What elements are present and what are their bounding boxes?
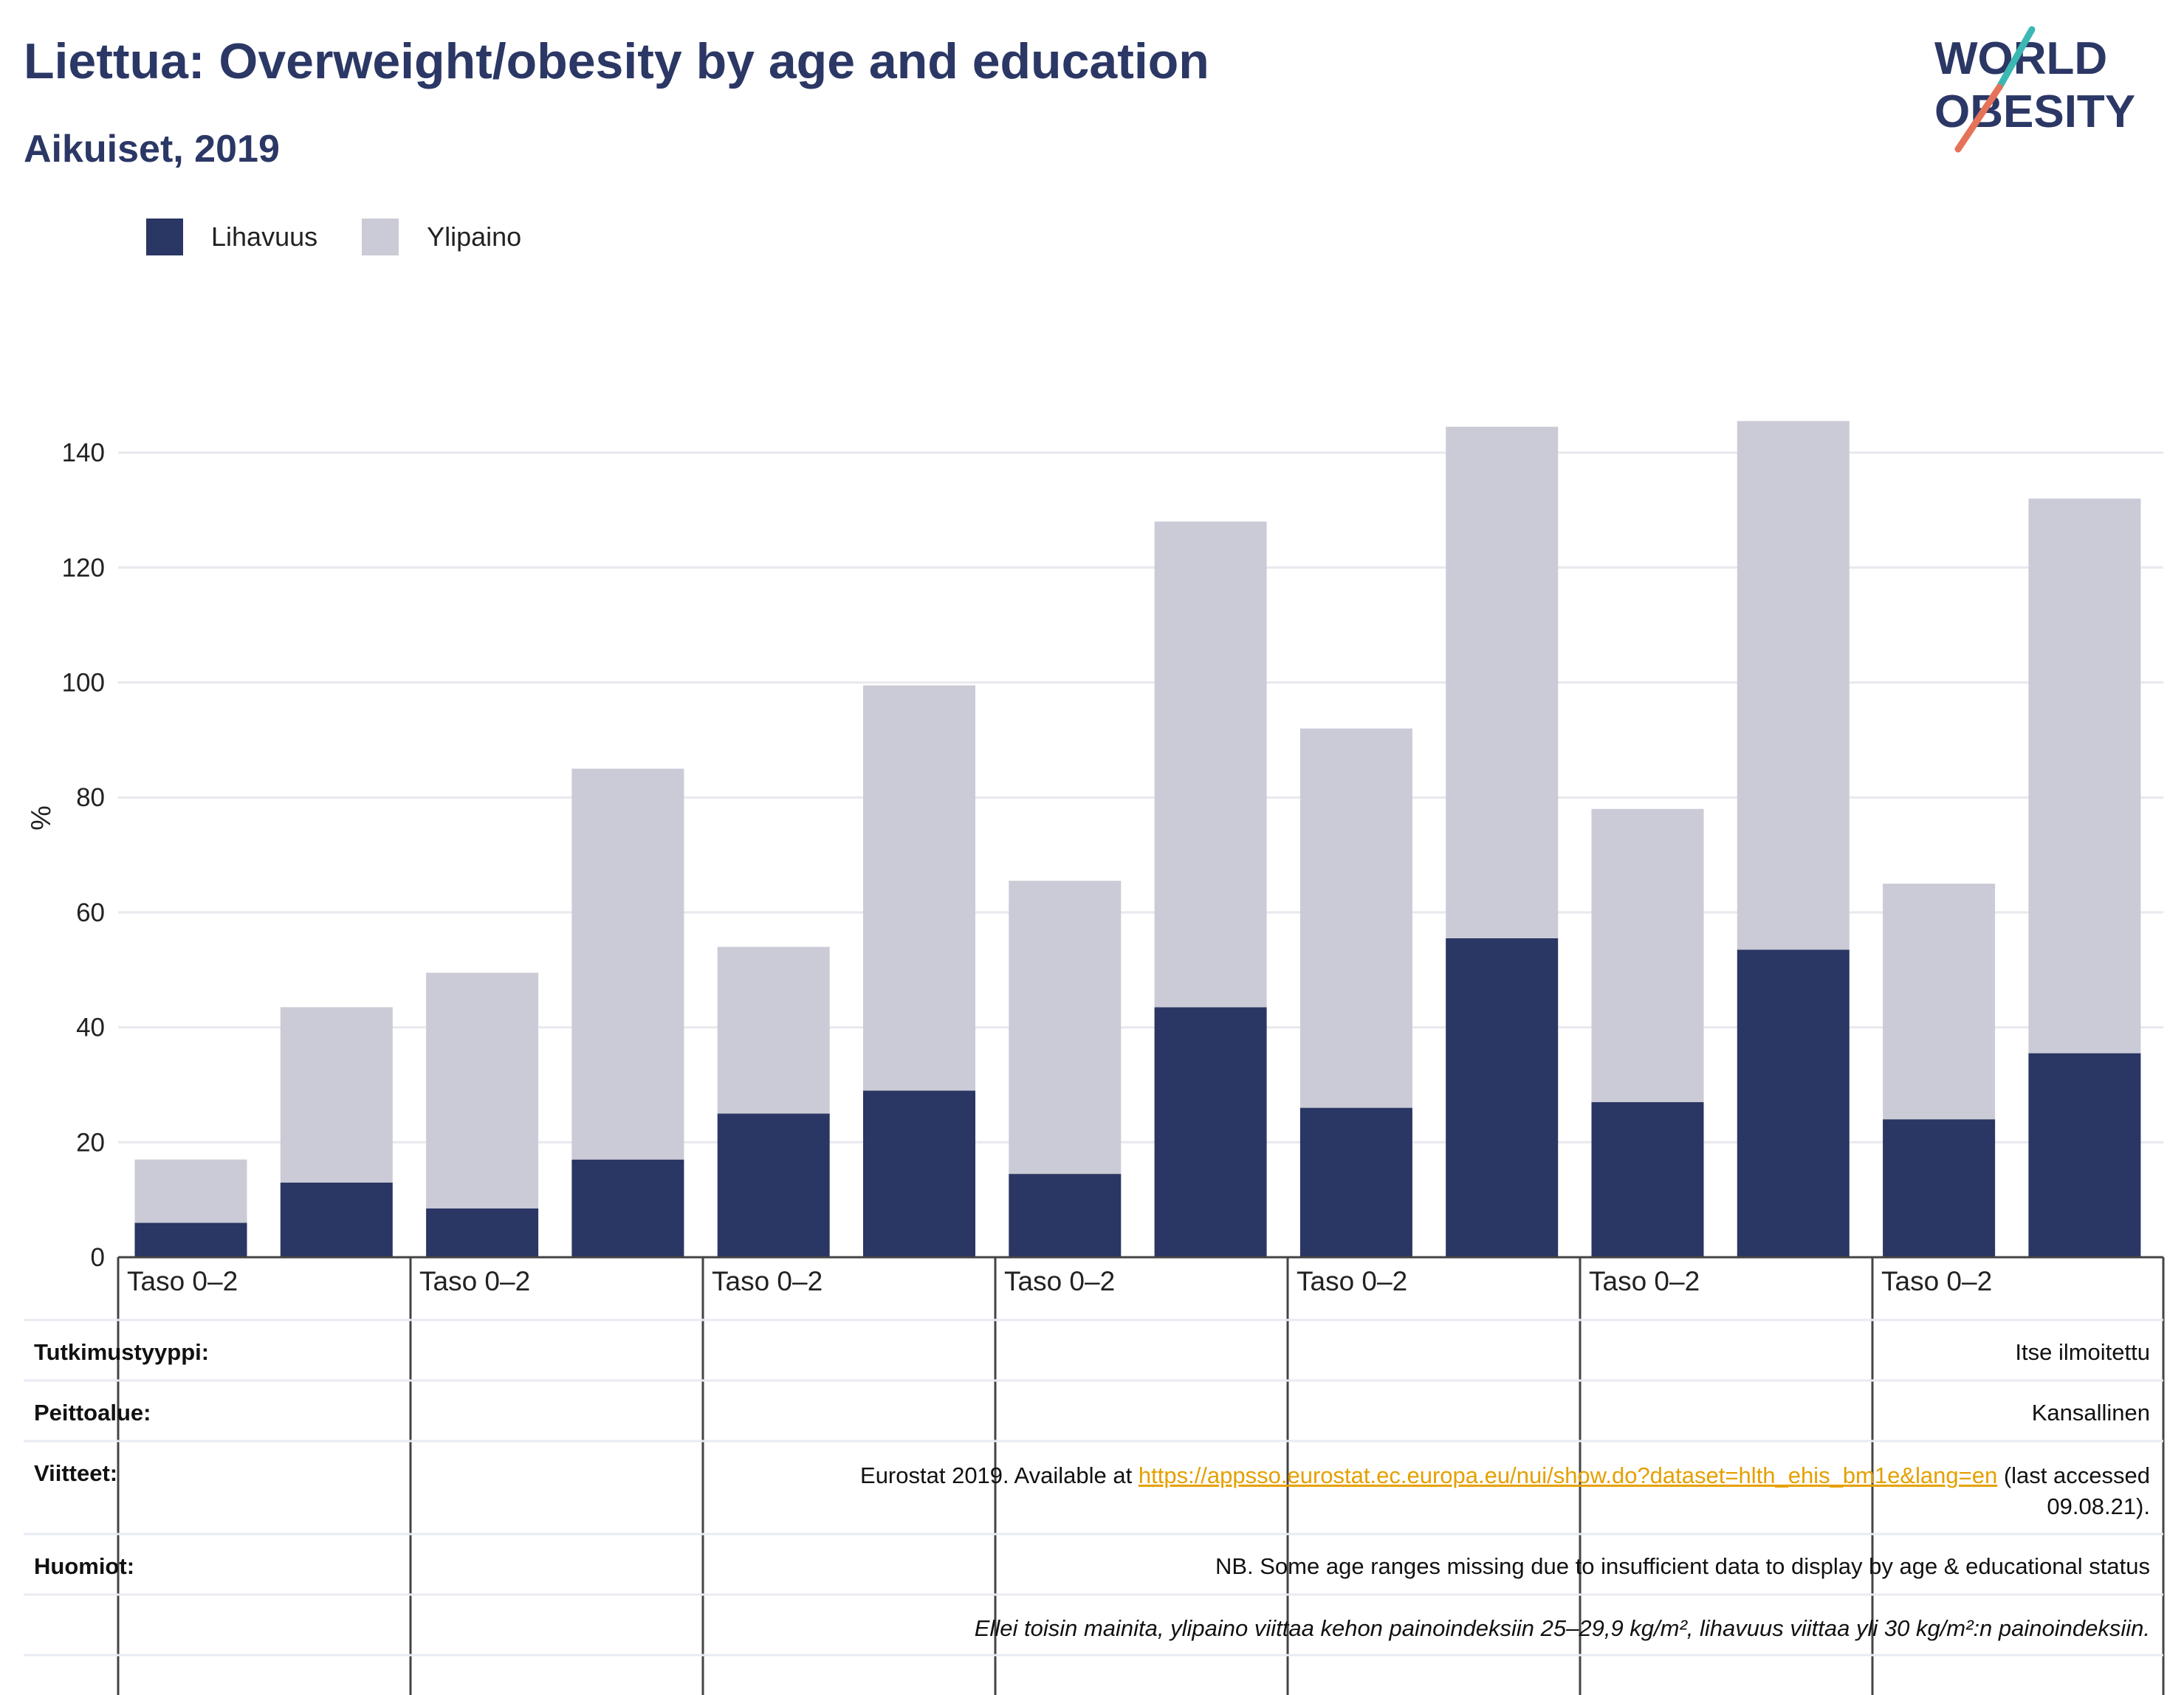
bar-lihavuus — [1591, 1101, 1704, 1257]
world-obesity-logo: WORLD OBESITY — [1934, 26, 2135, 153]
bar-ylipaino — [1737, 421, 1850, 950]
reference-line2: 09.08.21). — [2047, 1493, 2150, 1519]
row-value-coverage: Kansallinen — [2031, 1400, 2150, 1426]
bar-ylipaino — [1883, 883, 1996, 1120]
x-group-label: Taso 0–2 — [1004, 1266, 1115, 1296]
bar-lihavuus — [1154, 1007, 1267, 1257]
bar-ylipaino — [134, 1159, 247, 1223]
legend-label-ylipaino: Ylipaino — [427, 221, 522, 252]
legend-item-lihavuus: Lihavuus — [146, 219, 317, 255]
legend-label-lihavuus: Lihavuus — [211, 221, 318, 252]
row-value-notes: NB. Some age ranges missing due to insuf… — [1215, 1553, 2150, 1579]
y-tick-label: 40 — [76, 1014, 105, 1042]
row-label-notes: Huomiot: — [34, 1553, 135, 1579]
x-group-label: Taso 0–2 — [712, 1266, 823, 1296]
bar-lihavuus — [1737, 949, 1850, 1257]
legend-swatch-ylipaino — [362, 219, 399, 255]
bar-ylipaino — [1009, 881, 1122, 1175]
y-tick-label: 60 — [76, 898, 105, 927]
y-tick-label: 20 — [76, 1128, 105, 1157]
reference-prefix: Eurostat 2019. Available at — [860, 1462, 1139, 1488]
bar-lihavuus — [717, 1113, 830, 1257]
x-group-label: Taso 0–2 — [127, 1266, 238, 1296]
logo-line1: WORLD — [1934, 33, 2107, 84]
bar-lihavuus — [280, 1182, 393, 1257]
bar-ylipaino — [426, 972, 539, 1208]
bar-ylipaino — [1299, 728, 1412, 1108]
bar-lihavuus — [134, 1223, 247, 1257]
chart-title: Liettua: Overweight/obesity by age and e… — [24, 33, 1209, 89]
bar-lihavuus — [1883, 1119, 1996, 1257]
y-tick-label: 100 — [62, 669, 105, 698]
logo-slash-bottom — [1954, 83, 2003, 153]
logo-slash-top — [1996, 26, 2036, 91]
reference-suffix: (last accessed — [1997, 1462, 2150, 1488]
bar-ylipaino — [1446, 427, 1559, 938]
legend-swatch-lihavuus — [146, 219, 183, 255]
row-label-study-type: Tutkimustyyppi: — [34, 1339, 210, 1365]
row-label-coverage: Peittoalue: — [34, 1400, 151, 1426]
bar-lihavuus — [1446, 938, 1559, 1257]
chart-subtitle: Aikuiset, 2019 — [24, 128, 280, 171]
legend-item-ylipaino: Ylipaino — [362, 219, 521, 255]
y-tick-label: 80 — [76, 783, 105, 812]
bar-ylipaino — [571, 769, 684, 1160]
bar-ylipaino — [1591, 808, 1704, 1102]
bar-lihavuus — [2028, 1053, 2141, 1257]
bar-lihavuus — [1009, 1174, 1122, 1257]
row-value-study-type: Itse ilmoitettu — [2015, 1339, 2150, 1365]
legend: Lihavuus Ylipaino — [146, 219, 566, 255]
bar-lihavuus — [571, 1159, 684, 1257]
x-group-label: Taso 0–2 — [1589, 1266, 1700, 1296]
bar-lihavuus — [1299, 1107, 1412, 1257]
y-tick-label: 120 — [62, 554, 105, 582]
row-label-references: Viitteet: — [34, 1460, 118, 1486]
bar-ylipaino — [863, 685, 975, 1091]
y-axis-label: % — [26, 805, 57, 831]
bar-ylipaino — [2028, 498, 2141, 1053]
bar-lihavuus — [426, 1208, 539, 1257]
bar-ylipaino — [717, 946, 830, 1114]
bar-ylipaino — [1154, 521, 1267, 1008]
row-value-definition: Ellei toisin mainita, ylipaino viittaa k… — [974, 1615, 2150, 1641]
x-group-label: Taso 0–2 — [1297, 1266, 1407, 1296]
bar-lihavuus — [863, 1090, 975, 1257]
x-group-label: Taso 0–2 — [1881, 1266, 1992, 1296]
bar-ylipaino — [280, 1007, 393, 1183]
x-group-label: Taso 0–2 — [419, 1266, 530, 1296]
y-tick-label: 0 — [91, 1243, 105, 1272]
row-value-references: Eurostat 2019. Available at https://apps… — [860, 1460, 2150, 1522]
reference-link[interactable]: https://appsso.eurostat.ec.europa.eu/nui… — [1138, 1462, 1998, 1488]
y-tick-label: 140 — [62, 439, 105, 467]
